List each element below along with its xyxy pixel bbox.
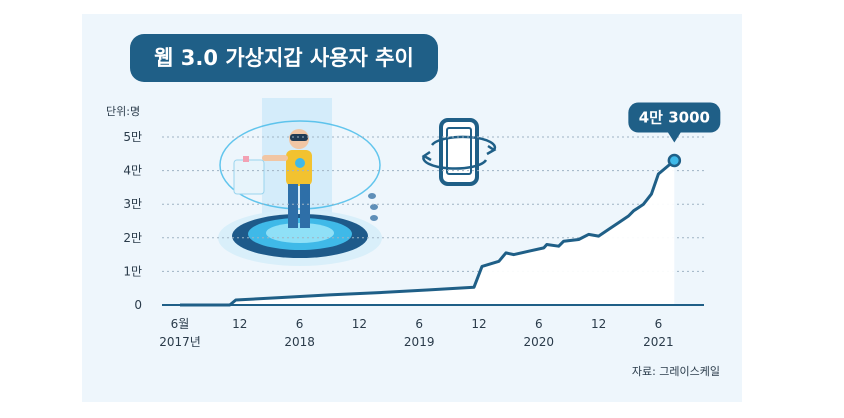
x-tick-label: 6 xyxy=(415,317,423,331)
x-year-label: 2018 xyxy=(284,335,315,349)
end-point-marker xyxy=(667,153,682,168)
source-note: 자료: 그레이스케일 xyxy=(632,364,720,378)
vr-user-illustration xyxy=(218,98,382,266)
x-year-label: 2019 xyxy=(404,335,435,349)
y-tick-label: 0 xyxy=(134,298,142,312)
y-axis: 0 1만 2만 3만 4만 5만 xyxy=(123,130,142,312)
callout-label: 4만 3000 xyxy=(639,109,710,127)
series-line xyxy=(180,159,676,307)
x-axis: 6월 2017년 12 6 2018 12 6 2019 12 6 2020 12 6 2021 xyxy=(159,317,673,349)
y-tick-label: 5만 xyxy=(123,130,142,144)
y-tick-label: 1만 xyxy=(123,264,142,278)
x-tick-label: 6 xyxy=(296,317,304,331)
x-tick-label: 12 xyxy=(232,317,247,331)
value-callout: 4만 3000 xyxy=(628,102,721,168)
chart-title: 웹 3.0 가상지갑 사용자 추이 xyxy=(130,34,438,82)
x-tick-label: 6월 xyxy=(171,317,190,331)
x-tick-label: 12 xyxy=(352,317,367,331)
series-area xyxy=(180,160,675,305)
x-year-label: 2020 xyxy=(524,335,555,349)
x-tick-label: 6 xyxy=(535,317,543,331)
x-year-label: 2017년 xyxy=(159,335,201,349)
y-tick-label: 4만 xyxy=(123,164,142,178)
x-tick-label: 12 xyxy=(471,317,486,331)
x-year-label: 2021 xyxy=(643,335,674,349)
x-tick-label: 6 xyxy=(655,317,663,331)
rotating-phone-icon xyxy=(421,118,497,186)
x-tick-label: 12 xyxy=(591,317,606,331)
y-tick-label: 2만 xyxy=(123,231,142,245)
unit-label: 단위:명 xyxy=(106,105,140,118)
callout-box xyxy=(628,102,721,133)
callout-tail xyxy=(667,131,682,143)
y-tick-label: 3만 xyxy=(123,197,142,211)
